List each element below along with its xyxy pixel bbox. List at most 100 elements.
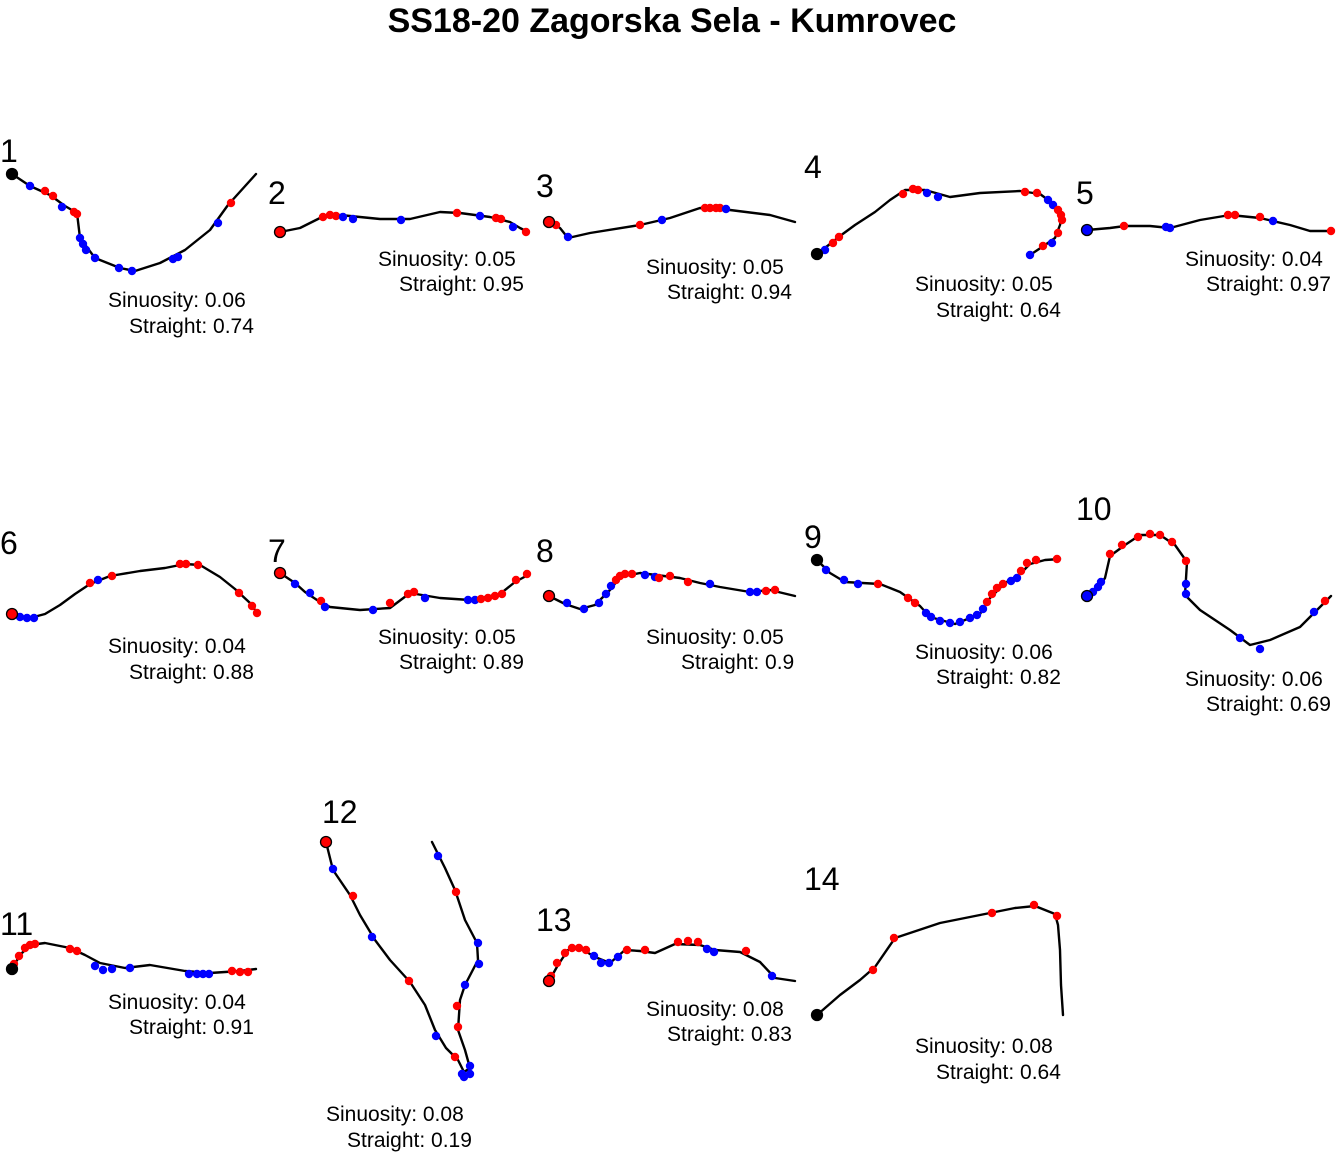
red-marker [741, 946, 751, 956]
red-marker [1032, 188, 1042, 198]
stage-number: 5 [1076, 175, 1094, 211]
start-marker [319, 835, 333, 849]
blue-marker [745, 587, 755, 597]
red-marker [1052, 911, 1062, 921]
red-marker [522, 569, 532, 579]
red-marker [834, 232, 844, 242]
blue-marker [204, 969, 214, 979]
red-marker [913, 185, 923, 195]
red-marker [1119, 221, 1129, 231]
blue-marker [563, 232, 573, 242]
red-marker [85, 578, 95, 588]
route-line [547, 206, 797, 240]
blue-marker [978, 604, 988, 614]
red-marker [40, 186, 50, 196]
red-marker [451, 887, 461, 897]
red-marker [235, 967, 245, 977]
blue-marker [29, 613, 39, 623]
red-marker [252, 608, 262, 618]
page-title: SS18-20 Zagorska Sela - Kumrovec [387, 2, 957, 40]
red-marker [683, 936, 693, 946]
blue-marker [955, 617, 965, 627]
straight-label: Straight: 0.19 [347, 1129, 472, 1152]
red-marker [654, 573, 664, 583]
stage-number: 7 [268, 533, 286, 569]
blue-marker [1096, 577, 1106, 587]
blue-marker [463, 595, 473, 605]
stage-number: 8 [536, 533, 554, 569]
blue-marker [396, 215, 406, 225]
red-marker [331, 211, 341, 221]
stage-2 [273, 208, 531, 239]
blue-marker [305, 588, 315, 598]
red-marker [1020, 187, 1030, 197]
red-marker [452, 1001, 462, 1011]
red-marker [193, 560, 203, 570]
red-marker [574, 943, 584, 953]
red-marker [1031, 555, 1041, 565]
stage-number: 11 [0, 906, 33, 942]
blue-marker [431, 1031, 441, 1041]
blue-marker [604, 958, 614, 968]
straight-label: Straight: 0.82 [936, 666, 1061, 689]
blue-marker [192, 969, 202, 979]
red-marker [1029, 900, 1039, 910]
blue-marker [90, 961, 100, 971]
red-marker [452, 208, 462, 218]
red-marker [620, 569, 630, 579]
red-marker [873, 579, 883, 589]
red-marker [1016, 566, 1026, 576]
sinuosity-label: Sinuosity: 0.06 [1185, 668, 1323, 691]
sinuosity-label: Sinuosity: 0.04 [108, 991, 246, 1014]
blue-marker [465, 1069, 475, 1079]
red-marker [243, 967, 253, 977]
blue-marker [125, 963, 135, 973]
red-marker [1230, 210, 1240, 220]
red-marker [889, 933, 899, 943]
stage-5 [1080, 210, 1336, 237]
blue-marker [933, 192, 943, 202]
sinuosity-label: Sinuosity: 0.04 [108, 635, 246, 658]
stage-6 [5, 559, 262, 623]
stage-number: 2 [268, 175, 286, 211]
blue-marker [433, 851, 443, 861]
red-marker [552, 958, 562, 968]
sinuosity-label: Sinuosity: 0.08 [915, 1035, 1053, 1058]
route-line [324, 840, 480, 1074]
blue-marker [705, 579, 715, 589]
red-marker [404, 976, 414, 986]
red-marker [1181, 556, 1191, 566]
blue-marker [839, 575, 849, 585]
red-marker [1022, 558, 1032, 568]
stage-4 [810, 184, 1067, 261]
blue-marker [1012, 573, 1022, 583]
straight-label: Straight: 0.69 [1206, 693, 1331, 716]
red-marker [511, 575, 521, 585]
red-marker [72, 946, 82, 956]
blue-marker [709, 947, 719, 957]
blue-marker [81, 245, 91, 255]
red-marker [828, 238, 838, 248]
blue-marker [1309, 607, 1319, 617]
red-marker [1320, 596, 1330, 606]
blue-marker [640, 570, 650, 580]
red-marker [1223, 210, 1233, 220]
stage-8 [542, 569, 797, 614]
red-marker [770, 585, 780, 595]
red-marker [560, 948, 570, 958]
stage-10 [1080, 529, 1333, 654]
red-marker [1167, 537, 1177, 547]
blue-marker [420, 593, 430, 603]
red-marker [1105, 549, 1115, 559]
red-marker [761, 586, 771, 596]
blue-marker [606, 581, 616, 591]
red-marker [627, 569, 637, 579]
blue-marker [114, 263, 124, 273]
red-marker [665, 571, 675, 581]
stage-9 [810, 553, 1062, 628]
stage-number: 12 [322, 794, 358, 830]
red-marker [450, 1052, 460, 1062]
blue-marker [98, 965, 108, 975]
red-marker [227, 966, 237, 976]
start-marker [810, 553, 824, 567]
